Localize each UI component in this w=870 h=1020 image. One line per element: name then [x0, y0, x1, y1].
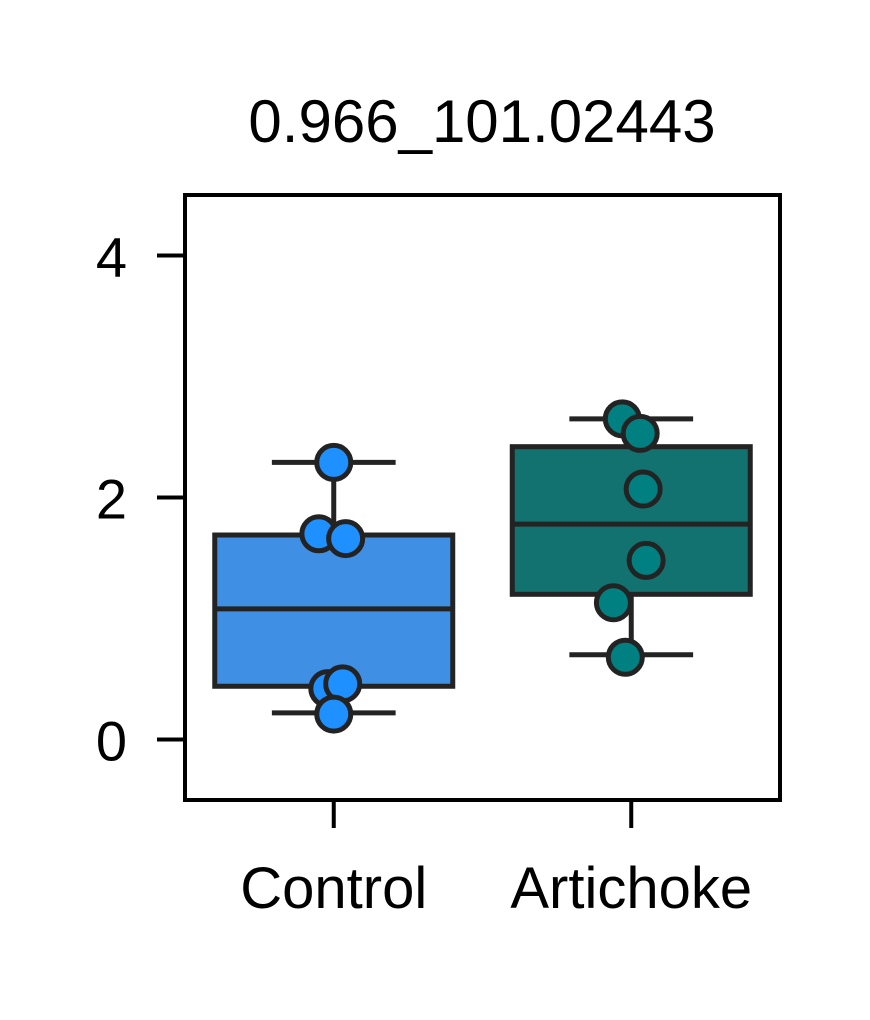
box-group-artichoke [509, 399, 753, 677]
x-axis: Control Artichoke [240, 800, 752, 921]
x-tick-label: Control [240, 856, 427, 921]
data-point [314, 694, 354, 734]
y-tick-label: 2 [96, 468, 127, 531]
data-point [620, 413, 660, 453]
data-point [314, 442, 354, 482]
y-tick-label: 0 [96, 710, 127, 773]
plot-area [212, 399, 753, 734]
plot-frame [183, 193, 782, 802]
data-point [593, 583, 633, 623]
box-group-control [212, 442, 456, 734]
data-point [326, 519, 366, 559]
y-axis: 0 2 4 [96, 226, 185, 773]
y-tick-label: 4 [96, 226, 127, 289]
data-point [605, 637, 645, 677]
chart-title: 0.966_101.02443 [248, 88, 715, 155]
x-tick-label: Artichoke [510, 856, 752, 921]
data-point [623, 469, 663, 509]
data-point [626, 540, 666, 580]
